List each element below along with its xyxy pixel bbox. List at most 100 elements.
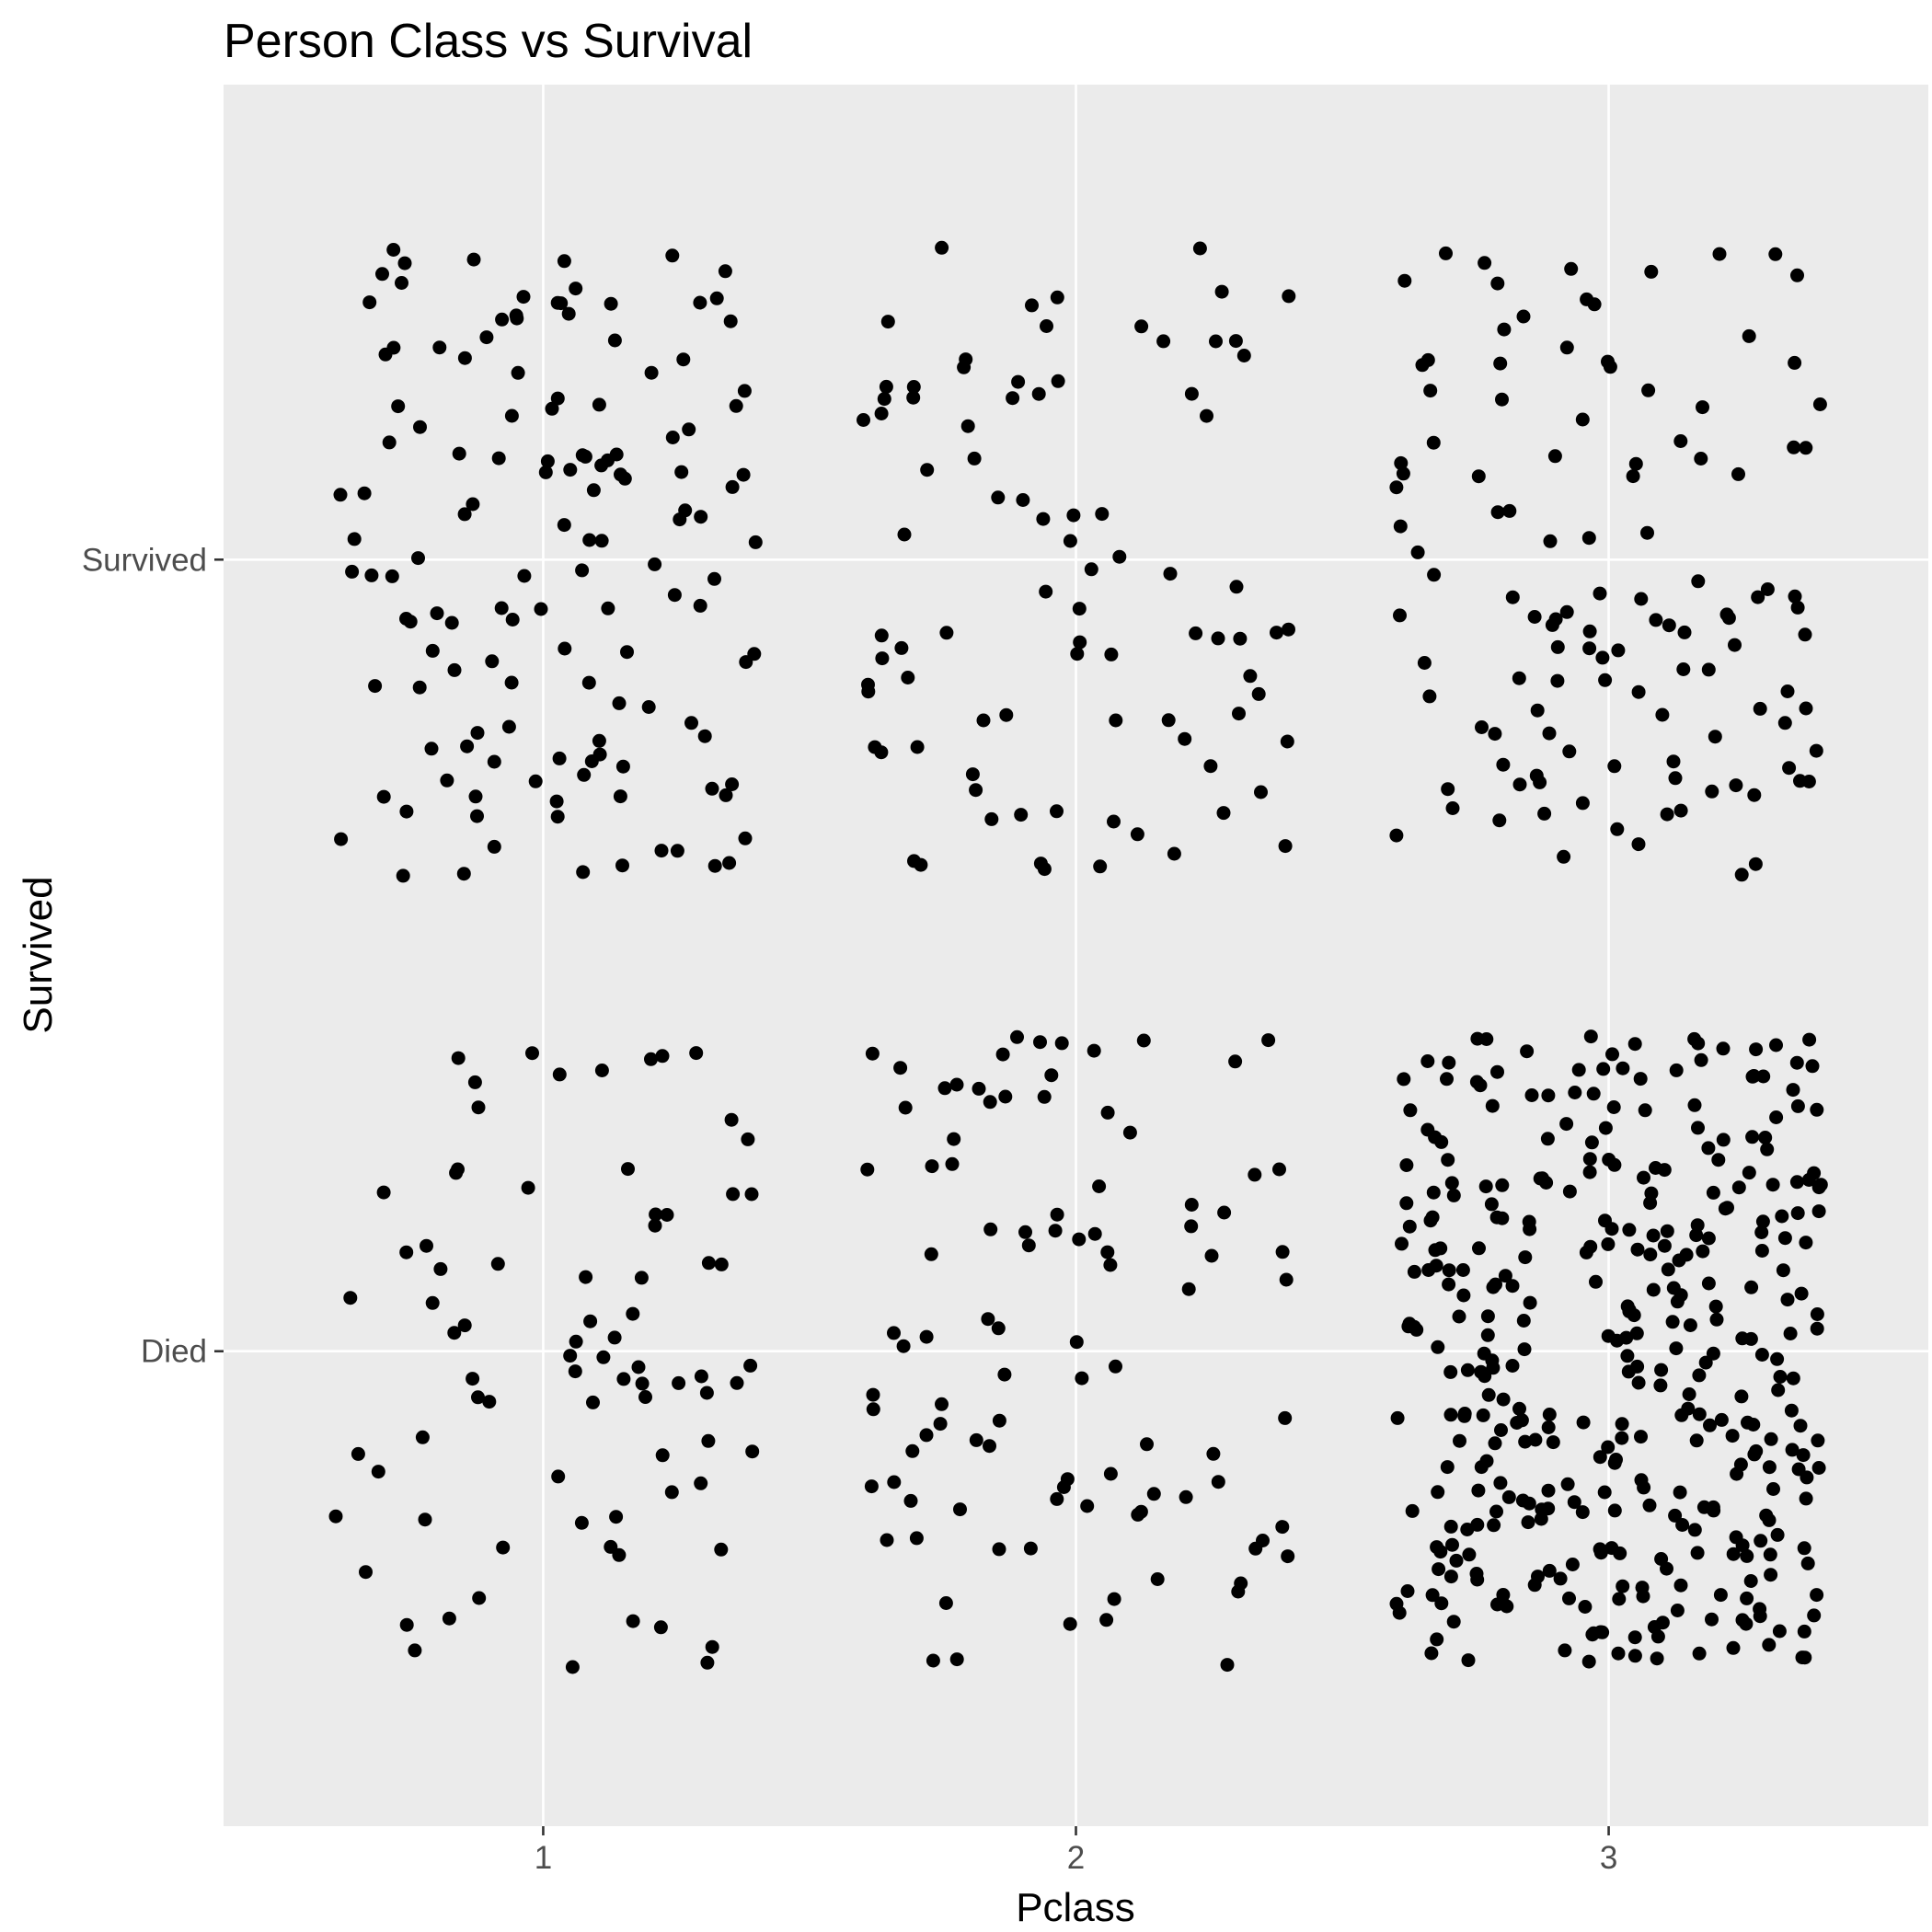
data-point [725,479,740,494]
data-point [1789,1055,1804,1070]
data-point [880,1533,894,1547]
data-point [1100,1245,1115,1259]
data-point [1631,1375,1646,1390]
data-point [1584,1135,1599,1150]
data-point [1072,1232,1087,1247]
data-point [1567,1495,1581,1510]
data-point [1611,1646,1626,1661]
data-point [664,1485,679,1500]
data-point [1107,1592,1121,1606]
data-point [1593,586,1607,601]
data-point [729,398,743,413]
data-point [644,365,659,380]
data-point [615,858,629,873]
data-point [1786,1371,1800,1386]
data-point [1810,1321,1824,1336]
data-point [1216,806,1231,821]
data-point [1660,1224,1674,1238]
data-point [1431,1485,1445,1500]
data-point [1541,1501,1556,1516]
data-point [1023,1541,1038,1556]
data-point [460,739,475,753]
data-point [1452,1309,1466,1324]
data-point [634,1271,649,1285]
data-point [1604,1222,1619,1236]
data-point [1518,1250,1533,1265]
data-point [1810,1102,1824,1117]
data-point [1799,1236,1813,1250]
data-point [1598,1121,1613,1135]
data-point [1471,1483,1486,1498]
data-point [487,839,501,854]
data-point [1628,456,1643,471]
data-point [1473,1078,1488,1093]
data-point [1243,669,1258,684]
data-point [494,601,509,615]
y-axis-title: Survived [16,876,61,1033]
data-point [1662,618,1676,633]
data-point [1033,857,1048,871]
data-point [444,615,459,630]
data-point [1095,507,1110,522]
data-point [1762,1460,1777,1475]
data-point [665,248,680,263]
data-point [1542,726,1557,741]
data-point [670,844,684,858]
data-point [470,809,484,823]
data-point [1505,590,1520,604]
data-point [1455,1263,1470,1277]
data-point [1399,1158,1414,1172]
data-point [1402,1219,1417,1234]
data-point [1427,568,1442,582]
data-point [1670,1604,1685,1617]
data-point [1087,1043,1101,1058]
data-point [1234,1576,1248,1591]
data-point [1689,1433,1704,1448]
data-point [1426,1185,1441,1200]
data-point [1709,1312,1724,1327]
data-point [682,422,696,437]
data-point [725,777,740,791]
data-point [1488,1436,1502,1451]
data-point [745,1444,760,1459]
data-point [648,1218,662,1233]
data-point [1275,1520,1290,1535]
data-point [1275,1245,1290,1259]
data-point [738,831,753,845]
data-point [1505,1279,1520,1294]
data-point [1743,1574,1758,1588]
data-point [1472,1241,1486,1256]
data-point [1393,519,1408,534]
data-point [1720,1201,1734,1215]
data-point [617,471,632,486]
data-point [1593,1625,1608,1639]
data-point [1093,859,1108,874]
data-point [386,340,401,355]
data-point [1103,1258,1118,1272]
data-point [718,264,732,279]
data-point [1161,713,1176,728]
data-point [1612,1592,1627,1606]
data-point [1548,612,1563,627]
data-point [874,628,889,643]
data-point [1676,662,1691,676]
data-point [1731,1180,1746,1195]
data-point [1178,731,1192,746]
data-point [1502,503,1517,518]
data-point [368,679,383,694]
data-point [385,569,399,583]
data-point [1780,684,1795,698]
data-point [1163,567,1178,581]
data-point [1010,1029,1024,1044]
data-point [411,551,425,566]
data-point [1100,1105,1115,1120]
data-point [1537,806,1552,821]
data-point [1562,1591,1576,1605]
data-point [1799,441,1813,455]
data-point [1236,349,1251,362]
data-point [451,1051,466,1065]
data-point [1773,1370,1788,1384]
data-point [1687,1523,1702,1537]
data-point [1756,1069,1771,1084]
data-point [674,465,689,479]
